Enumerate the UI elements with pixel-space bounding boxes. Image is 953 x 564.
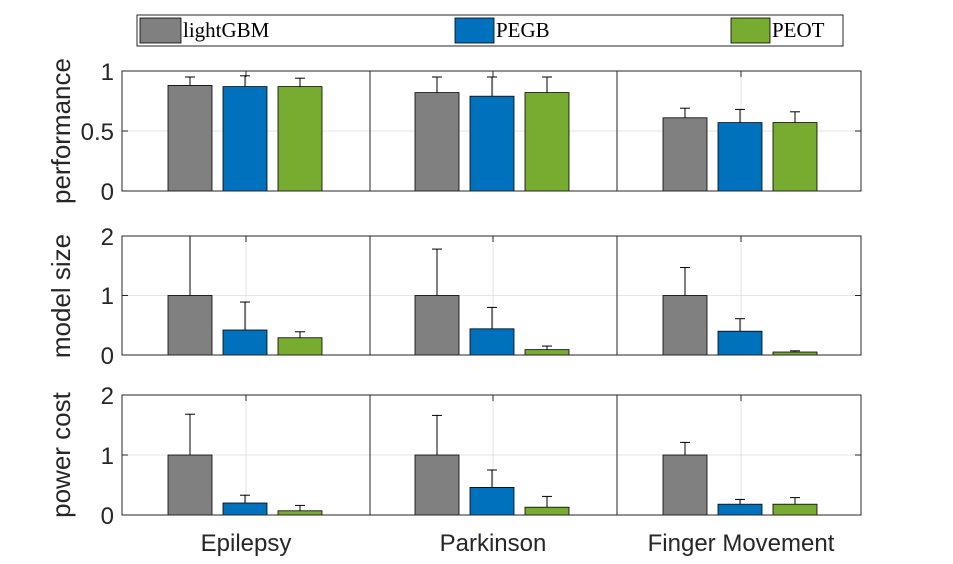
bar-lightgbm [662,295,708,356]
ytick-label: 0 [101,343,114,370]
bar-lightgbm [662,117,708,192]
bar-lightgbm [662,454,708,516]
bar-pegb [469,486,515,516]
ylabel-performance: performance [46,58,76,204]
panel-model-size: model size 0 1 2 [46,224,862,370]
ytick-label: 1 [101,443,114,470]
bar-peot [277,86,323,192]
bar-pegb [222,86,268,192]
bar-peot [524,506,570,516]
bar-pegb [717,122,763,192]
ytick-label: 2 [101,383,114,410]
legend-label-pegb: PEGB [496,18,550,42]
plot-frame [121,70,862,192]
bar-lightgbm [414,295,460,356]
ytick-label: 1 [101,283,114,310]
bar-lightgbm [167,454,213,516]
ytick-label: 0.5 [81,119,114,146]
xtick-label-epilepsy: Epilepsy [201,530,292,557]
ytick-label: 1 [101,59,114,86]
xtick-label-finger-movement: Finger Movement [648,530,835,557]
bar-peot [524,349,570,356]
bar-pegb [469,328,515,356]
bar-peot [524,92,570,192]
legend-swatch-lightgbm [139,17,182,44]
bar-lightgbm [167,295,213,356]
bar-pegb [222,502,268,516]
legend-swatch-pegb [454,17,495,44]
bar-peot [772,503,818,516]
xtick-label-parkinson: Parkinson [440,530,547,557]
ytick-label: 0 [101,179,114,206]
bar-peot [277,510,323,516]
legend: lightGBM PEGB PEOT [136,14,844,47]
bar-lightgbm [167,85,213,192]
bar-lightgbm [414,454,460,516]
ytick-label: 2 [101,224,114,251]
bar-pegb [469,95,515,192]
bar-lightgbm [414,92,460,192]
legend-label-lightgbm: lightGBM [183,18,270,42]
bar-pegb [222,329,268,356]
bar-peot [772,122,818,192]
plot-frame [121,235,862,356]
panel-performance: performance 0 0.5 1 [46,58,862,206]
legend-label-peot: PEOT [772,18,825,42]
bar-pegb [717,503,763,516]
ytick-label: 0 [101,503,114,530]
plot-frame [121,394,862,516]
ylabel-model-size: model size [46,234,76,358]
legend-swatch-peot [730,17,771,44]
ylabel-power-cost: power cost [46,391,76,517]
bar-peot [277,337,323,356]
bar-pegb [717,330,763,356]
panel-power-cost: power cost 0 1 2 [46,383,862,530]
